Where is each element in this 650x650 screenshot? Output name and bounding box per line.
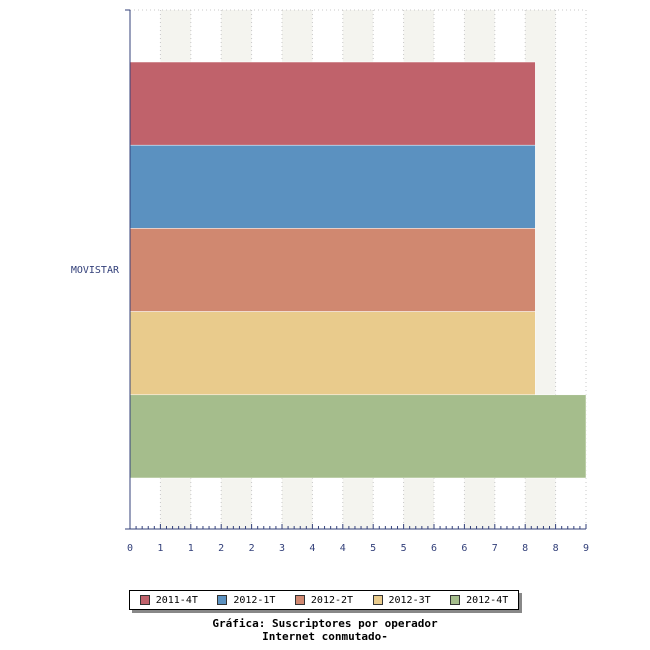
- legend-swatch: [372, 595, 383, 605]
- x-tick-label: 6: [431, 543, 437, 554]
- x-tick-label: 3: [279, 543, 285, 554]
- legend: 2011-4T 2012-1T 2012-2T 2012-3T 2012-4T: [129, 590, 519, 610]
- x-tick-label: 9: [583, 543, 589, 554]
- x-tick-label: 1: [188, 543, 194, 554]
- x-tick-label: 0: [127, 543, 133, 554]
- legend-item: 2012-2T: [294, 594, 354, 606]
- x-tick-label: 8: [522, 543, 528, 554]
- bar-2011-4T: [129, 61, 536, 146]
- bar-group: [129, 61, 587, 479]
- category-label: MOVISTAR: [71, 265, 120, 276]
- legend-swatch: [450, 595, 461, 605]
- legend-item: 2012-4T: [450, 595, 508, 606]
- bar-2012-3T: [129, 311, 536, 396]
- x-tick-label: 6: [461, 543, 467, 554]
- legend-swatch: [139, 595, 150, 605]
- y-axis-labels: MOVISTAR: [71, 265, 120, 276]
- x-tick-label: 4: [309, 543, 315, 554]
- x-tick-label: 4: [340, 543, 346, 554]
- legend-label: 2011-4T: [155, 594, 198, 606]
- legend-label: 2012-1T: [233, 594, 276, 606]
- bar-2012-1T: [129, 144, 536, 229]
- legend-item: 2012-3T: [372, 594, 431, 606]
- x-tick-label: 2: [249, 543, 255, 554]
- chart-caption-line2: Internet conmutado-: [262, 630, 388, 643]
- legend-label: 2012-2T: [310, 594, 354, 606]
- x-tick-label: 8: [553, 543, 559, 554]
- bar-2012-2T: [129, 228, 536, 312]
- x-tick-label: 2: [218, 543, 224, 554]
- x-axis-ticks: 0 1 1 2 2 3 4 4 5 5 6 6 7 8 8 9: [127, 524, 589, 554]
- axes: [125, 9, 586, 530]
- legend-swatch: [217, 595, 228, 605]
- x-tick-label: 5: [370, 543, 376, 554]
- legend-label: 2012-3T: [388, 594, 431, 606]
- x-tick-label: 1: [157, 543, 163, 554]
- legend-swatch: [294, 595, 305, 605]
- chart-caption-line1: Gráfica: Suscriptores por operador: [212, 617, 438, 630]
- legend-item: 2011-4T: [139, 594, 198, 606]
- x-tick-label: 7: [492, 543, 498, 554]
- legend-label: 2012-4T: [466, 594, 509, 606]
- x-tick-label: 5: [401, 543, 407, 554]
- legend-item: 2012-1T: [217, 595, 275, 606]
- bar-2012-4T: [129, 394, 587, 479]
